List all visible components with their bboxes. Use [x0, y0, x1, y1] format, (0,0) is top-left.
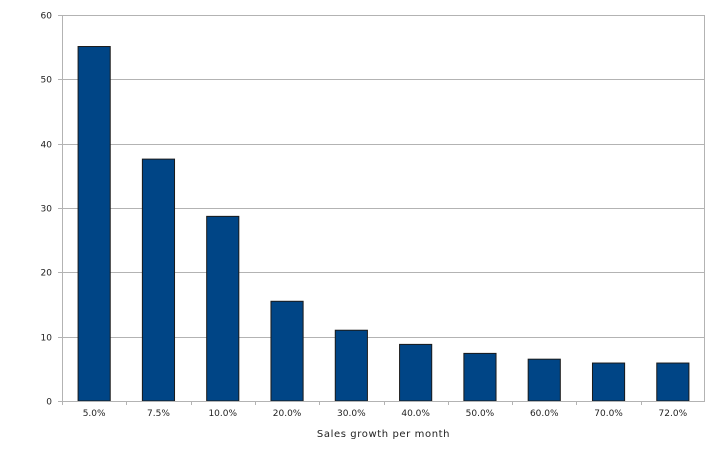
x-tick-label: 50.0%	[466, 409, 495, 419]
y-tick-label: 20	[41, 269, 53, 279]
y-tick-label: 50	[41, 76, 53, 86]
bar	[334, 329, 368, 402]
y-tick-label: 10	[41, 334, 53, 344]
bar	[77, 46, 111, 402]
x-axis-title: Sales growth per month	[317, 429, 450, 440]
x-tick-label: 10.0%	[208, 409, 237, 419]
bar	[206, 215, 240, 402]
tick-labels: 0 10 20 30 40 50 60 5.0% 7.5% 10.0% 20.0% 30.0% 40.0…	[41, 12, 688, 420]
x-tick-label: 5.0%	[83, 409, 106, 419]
x-tick-label: 30.0%	[337, 409, 366, 419]
y-tick-label: 0	[46, 398, 52, 408]
x-tick-label: 20.0%	[273, 409, 302, 419]
bar	[463, 352, 497, 402]
bar	[591, 362, 626, 402]
bars	[77, 46, 690, 402]
bar	[399, 343, 433, 402]
bar	[270, 300, 304, 402]
bar	[527, 358, 561, 402]
y-tick-label: 60	[41, 12, 53, 22]
bar	[656, 362, 690, 402]
axes	[58, 15, 705, 405]
y-tick-label: 30	[41, 205, 53, 215]
x-tick-label: 7.5%	[147, 409, 170, 419]
y-tick-label: 40	[41, 141, 53, 151]
x-tick-label: 40.0%	[401, 409, 430, 419]
x-tick-label: 70.0%	[594, 409, 623, 419]
bar	[141, 158, 176, 402]
x-tick-label: 60.0%	[530, 409, 559, 419]
x-tick-label: 72.0%	[659, 409, 688, 419]
